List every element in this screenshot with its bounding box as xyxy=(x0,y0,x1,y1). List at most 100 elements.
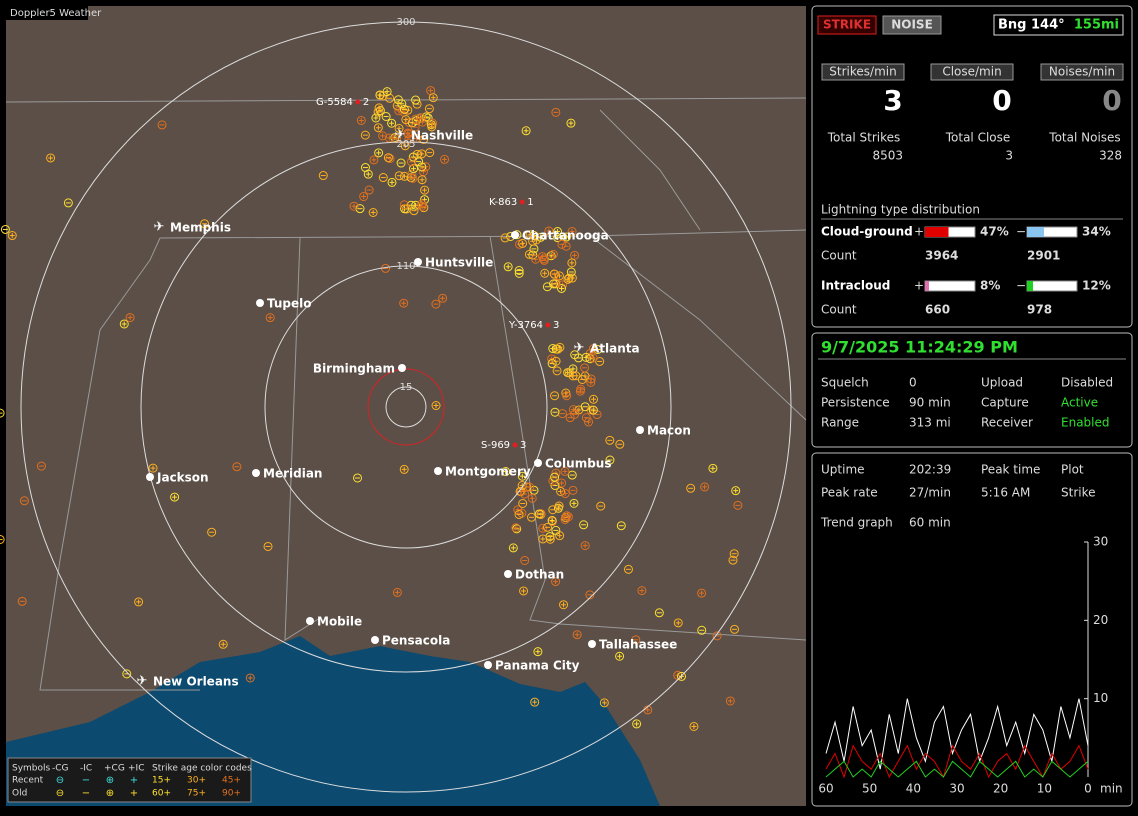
city-label: Nashville xyxy=(411,129,473,143)
strike-symbol xyxy=(699,590,705,596)
strike-symbol xyxy=(394,123,404,133)
strike-symbol xyxy=(349,201,359,211)
city-dot xyxy=(398,364,406,372)
legend-row-label: Recent xyxy=(12,776,44,786)
strike-symbol xyxy=(568,120,574,126)
strike-symbol xyxy=(46,153,56,163)
strike-symbol xyxy=(527,512,537,522)
state-lines xyxy=(5,97,807,691)
strike-symbol xyxy=(373,123,383,133)
total-label: Total Noises xyxy=(1048,131,1120,145)
strike-symbol xyxy=(538,252,548,262)
strike-symbol xyxy=(550,407,560,417)
pct-track xyxy=(924,280,976,292)
strike-symbol xyxy=(381,111,391,121)
strike-symbol xyxy=(505,264,511,270)
strike-symbol xyxy=(728,555,738,565)
strike-symbol xyxy=(588,405,598,415)
strike-symbol xyxy=(525,482,535,492)
strike-symbol xyxy=(615,651,625,661)
strike-symbol xyxy=(562,391,572,401)
strike-symbol xyxy=(654,608,664,618)
strike-label[interactable]: STRIKE xyxy=(823,18,871,32)
city-dot xyxy=(534,459,542,467)
strike-symbol xyxy=(375,90,385,100)
strike-symbol xyxy=(565,514,571,520)
strike-symbol xyxy=(401,173,407,179)
strike-symbol xyxy=(127,315,133,321)
strike-button[interactable] xyxy=(817,15,877,35)
ring-label: 15 xyxy=(400,382,413,393)
total-label: Total Strikes xyxy=(827,131,901,145)
strike-symbol xyxy=(731,486,741,496)
strike-symbol xyxy=(373,115,379,121)
trend-line xyxy=(825,744,1089,779)
strike-symbol xyxy=(553,233,563,243)
distribution-title: Lightning type distribution xyxy=(821,203,980,217)
strike-symbol xyxy=(413,135,419,141)
strike-symbol xyxy=(428,93,438,103)
strike-symbol xyxy=(550,251,556,257)
strike-symbol xyxy=(574,353,584,363)
noise-button[interactable] xyxy=(882,15,942,35)
airport-icon: ✈ xyxy=(574,341,585,356)
rate-header xyxy=(1040,63,1124,81)
strike-symbol xyxy=(386,135,392,141)
panel xyxy=(811,332,1133,448)
strike-symbol xyxy=(19,496,29,506)
strike-symbol xyxy=(392,101,402,111)
legend-age: 30+ xyxy=(187,776,206,786)
strike-symbol xyxy=(518,238,528,248)
strike-symbol xyxy=(389,120,395,126)
strike-symbol xyxy=(406,157,416,167)
strike-symbol xyxy=(563,274,573,284)
rate-header-label: Strikes/min xyxy=(829,65,896,79)
strike-symbol xyxy=(580,363,590,373)
strike-symbol xyxy=(394,171,404,181)
strike-symbol xyxy=(557,239,567,249)
strike-symbol xyxy=(567,227,577,237)
strike-symbol xyxy=(677,671,687,681)
strike-symbol xyxy=(407,169,417,179)
trend-line xyxy=(825,698,1089,770)
city-label: Tupelo xyxy=(267,297,312,311)
strike-symbol xyxy=(431,299,441,309)
station-dot xyxy=(519,199,525,205)
strike-symbol xyxy=(134,597,144,607)
strike-symbol xyxy=(380,133,386,139)
city-label: Panama City xyxy=(495,659,580,673)
strike-symbol xyxy=(519,586,529,596)
sign: + xyxy=(914,279,924,293)
legend-header: +CG xyxy=(104,764,125,774)
strike-symbol xyxy=(700,482,710,492)
strike-symbol xyxy=(17,596,27,606)
status-text: Enabled xyxy=(1061,416,1110,430)
strike-symbol xyxy=(553,579,559,585)
strike-symbol xyxy=(408,152,418,162)
strike-symbol xyxy=(547,516,557,526)
strike-symbol xyxy=(518,498,528,508)
station-count: 2 xyxy=(363,97,369,108)
station-dot xyxy=(355,99,361,105)
strike-symbol xyxy=(588,344,598,354)
strike-symbol xyxy=(427,122,437,132)
noise-label[interactable]: NOISE xyxy=(891,18,933,32)
strike-symbol xyxy=(376,105,382,111)
station-id: Y-3764 xyxy=(508,320,543,331)
stats-text: 202:39 xyxy=(909,463,951,477)
strike-symbol xyxy=(586,377,596,387)
total-value: 8503 xyxy=(872,149,903,163)
strike-symbol xyxy=(383,153,393,163)
strike-symbol xyxy=(588,379,594,385)
strike-symbol xyxy=(569,229,575,235)
strike-symbol xyxy=(399,104,409,114)
strike-symbol xyxy=(417,199,427,209)
city-dot xyxy=(588,640,596,648)
strike-symbol xyxy=(540,525,546,531)
strike-symbol xyxy=(564,393,570,399)
strike-symbol xyxy=(9,233,15,239)
sign: − xyxy=(1016,279,1026,293)
legend-symbol: ⊕ xyxy=(106,788,114,799)
legend-symbol: − xyxy=(82,788,90,799)
strike-symbol xyxy=(639,588,645,594)
